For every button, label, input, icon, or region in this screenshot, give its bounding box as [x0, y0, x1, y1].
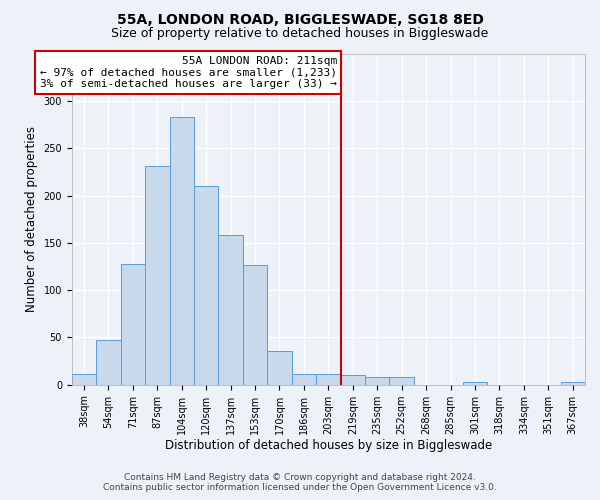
Bar: [267, 350, 292, 384]
Bar: [170, 118, 194, 384]
Bar: [463, 382, 487, 384]
Y-axis label: Number of detached properties: Number of detached properties: [25, 126, 38, 312]
Bar: [560, 382, 585, 384]
Bar: [365, 377, 389, 384]
Text: 55A LONDON ROAD: 211sqm
← 97% of detached houses are smaller (1,233)
3% of semi-: 55A LONDON ROAD: 211sqm ← 97% of detache…: [40, 56, 337, 89]
Bar: [341, 376, 365, 384]
Bar: [316, 374, 341, 384]
Bar: [121, 264, 145, 384]
X-axis label: Distribution of detached houses by size in Biggleswade: Distribution of detached houses by size …: [165, 440, 492, 452]
Bar: [145, 166, 170, 384]
Text: Contains HM Land Registry data © Crown copyright and database right 2024.
Contai: Contains HM Land Registry data © Crown c…: [103, 473, 497, 492]
Bar: [243, 264, 267, 384]
Bar: [292, 374, 316, 384]
Bar: [218, 236, 243, 384]
Bar: [72, 374, 96, 384]
Text: Size of property relative to detached houses in Biggleswade: Size of property relative to detached ho…: [112, 28, 488, 40]
Bar: [389, 377, 414, 384]
Bar: [96, 340, 121, 384]
Text: 55A, LONDON ROAD, BIGGLESWADE, SG18 8ED: 55A, LONDON ROAD, BIGGLESWADE, SG18 8ED: [116, 12, 484, 26]
Bar: [194, 186, 218, 384]
